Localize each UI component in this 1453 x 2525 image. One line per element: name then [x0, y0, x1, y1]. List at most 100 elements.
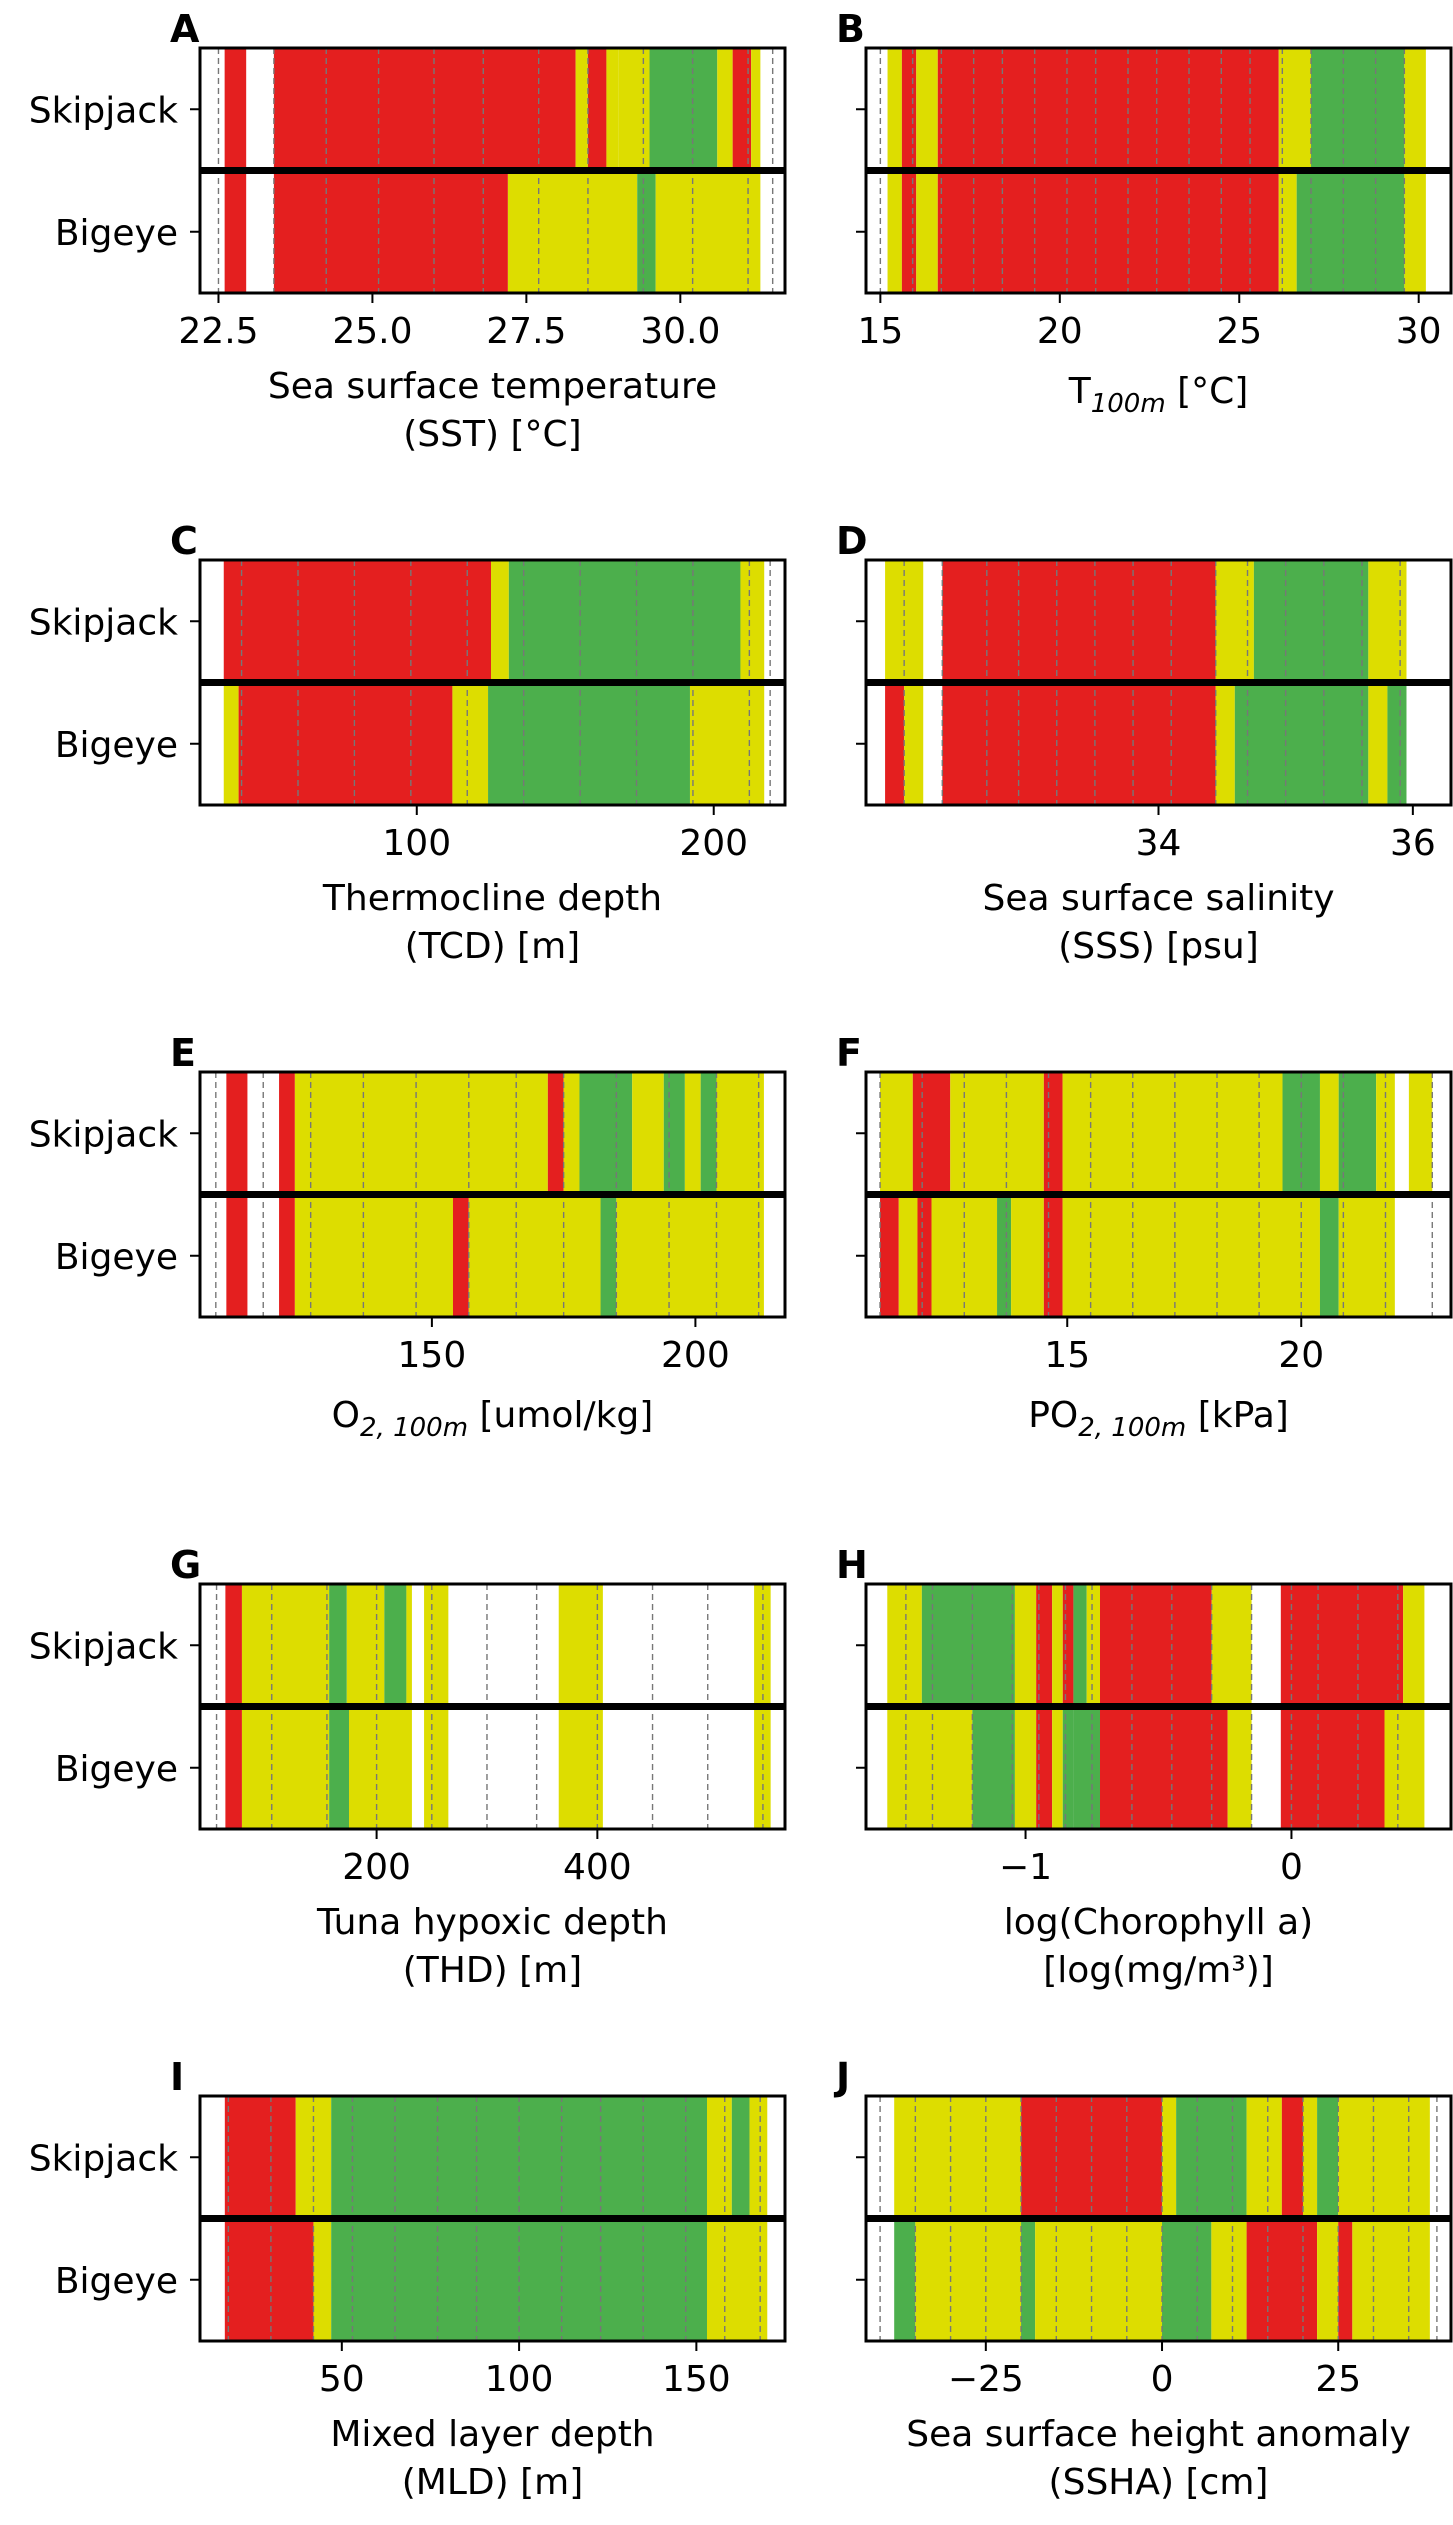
segment-skipjack	[894, 2096, 1022, 2219]
panel-label: H	[836, 1543, 868, 1587]
x-axis-label: Sea surface salinity	[982, 878, 1334, 919]
x-tick-label: 20	[1278, 1335, 1324, 1376]
x-tick-label: 15	[1044, 1335, 1090, 1376]
segment-skipjack	[1280, 1584, 1404, 1707]
x-axis-label: [log(mg/m³)]	[1043, 1950, 1274, 1991]
segment-bigeye	[1211, 2218, 1247, 2341]
segment-bigeye	[273, 170, 508, 293]
x-tick-label: 400	[563, 1847, 632, 1888]
segment-skipjack	[950, 1072, 1044, 1195]
segment-bigeye	[279, 1194, 295, 1317]
x-tick-label: −1	[999, 1847, 1052, 1888]
segment-bigeye	[1062, 1194, 1320, 1317]
segment-skipjack	[329, 1584, 347, 1707]
segment-skipjack	[1338, 1072, 1377, 1195]
segment-skipjack	[632, 1072, 664, 1195]
x-tick-label: −25	[948, 2359, 1024, 2400]
segment-skipjack	[1062, 1584, 1074, 1707]
segment-bigeye	[1036, 1706, 1053, 1829]
segment-bigeye	[1227, 1706, 1252, 1829]
panel-A: A Skipjack Bigeye 22.5 25.0 27.5 30.0 Sea surfa…	[29, 7, 787, 455]
panel-H: H −1 0 log(Chorophyll a) [log(mg/m³)]	[836, 1543, 1453, 1991]
segment-skipjack	[1100, 1584, 1212, 1707]
segment-skipjack	[1403, 1584, 1425, 1707]
segment-skipjack	[1162, 2096, 1177, 2219]
segment-bigeye	[600, 1194, 617, 1317]
segment-bigeye	[637, 170, 656, 293]
panel-J: J −25 0 25 Sea surface height anomaly (SSHA) …	[833, 2055, 1453, 2503]
x-tick-label: 36	[1390, 823, 1436, 864]
segment-skipjack	[749, 2096, 768, 2219]
segment-bigeye	[894, 2218, 916, 2341]
segment-bigeye	[885, 682, 905, 805]
segment-bigeye	[1073, 1706, 1100, 1829]
segment-skipjack	[887, 48, 902, 171]
x-axis-label: (SST) [°C]	[403, 414, 581, 455]
segment-skipjack	[618, 48, 650, 171]
x-axis-label: (SSHA) [cm]	[1049, 2462, 1269, 2503]
segment-skipjack	[558, 1584, 603, 1707]
segment-skipjack	[294, 1072, 548, 1195]
segment-bigeye	[898, 1194, 918, 1317]
segment-bigeye	[937, 170, 1279, 293]
panel-G: G Skipjack Bigeye 200 400 Tuna hypoxic depth (…	[29, 1543, 787, 1991]
panel-D: D 34 36 Sea surface salinity (SSS) [psu]	[836, 519, 1453, 967]
segment-skipjack	[937, 48, 1279, 171]
segment-skipjack	[225, 1584, 242, 1707]
segment-bigeye	[507, 170, 638, 293]
segment-skipjack	[700, 1072, 717, 1195]
segment-bigeye	[1014, 1706, 1037, 1829]
x-axis-label: O2, 100m [umol/kg]	[332, 1395, 654, 1443]
segment-bigeye	[904, 682, 924, 805]
axes-frame	[198, 46, 787, 295]
segment-skipjack	[508, 560, 741, 683]
x-tick-label: 25	[1315, 2359, 1361, 2400]
segment-skipjack	[912, 1072, 951, 1195]
segment-skipjack	[921, 1584, 1015, 1707]
segment-bigeye	[488, 682, 690, 805]
segment-bigeye	[1338, 2218, 1353, 2341]
x-axis-label: (TCD) [m]	[405, 926, 580, 967]
segment-skipjack	[1404, 48, 1426, 171]
segment-bigeye	[558, 1706, 603, 1829]
segment-skipjack	[1062, 1072, 1283, 1195]
x-tick-label: 20	[1037, 311, 1083, 352]
segment-bigeye	[225, 1706, 242, 1829]
panel-label: C	[170, 519, 198, 563]
segment-bigeye	[1043, 1194, 1063, 1317]
axes-frame	[864, 1582, 1453, 1831]
segment-skipjack	[1338, 2096, 1430, 2219]
x-tick-label: 50	[319, 2359, 365, 2400]
x-tick-label: 30	[1396, 311, 1442, 352]
segment-bigeye	[916, 170, 938, 293]
y-tick-label: Bigeye	[55, 1237, 178, 1278]
x-tick-label: 34	[1136, 823, 1182, 864]
segment-skipjack	[740, 560, 765, 683]
segment-skipjack	[424, 1584, 449, 1707]
segment-skipjack	[1281, 2096, 1303, 2219]
y-tick-label: Bigeye	[55, 2261, 178, 2302]
segment-skipjack	[384, 1584, 407, 1707]
segment-skipjack	[663, 1072, 685, 1195]
x-tick-label: 25	[1216, 311, 1262, 352]
panel-label: I	[170, 2055, 184, 2099]
segment-bigeye	[917, 1194, 932, 1317]
y-tick-label: Skipjack	[29, 2138, 178, 2179]
segment-skipjack	[579, 1072, 633, 1195]
segment-bigeye	[1280, 1706, 1385, 1829]
segment-bigeye	[1100, 1706, 1228, 1829]
segment-skipjack	[241, 1584, 330, 1707]
segment-bigeye	[1234, 682, 1369, 805]
segment-bigeye	[1338, 1194, 1395, 1317]
segment-bigeye	[655, 170, 761, 293]
segment-bigeye	[1319, 1194, 1339, 1317]
segment-skipjack	[1319, 1072, 1339, 1195]
segment-bigeye	[452, 1194, 469, 1317]
segment-bigeye	[1052, 1706, 1063, 1829]
x-tick-label: 25.0	[332, 311, 412, 352]
segment-skipjack	[273, 48, 576, 171]
panel-label: F	[836, 1031, 862, 1075]
segment-bigeye	[1368, 682, 1388, 805]
